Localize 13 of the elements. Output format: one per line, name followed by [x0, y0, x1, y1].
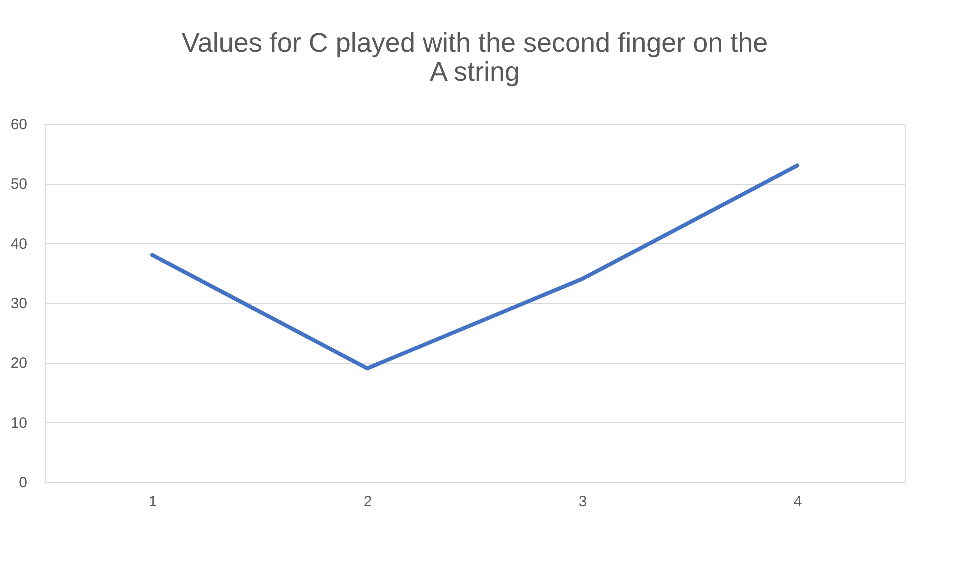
y-tick-label: 0: [19, 474, 28, 492]
x-tick-label: 3: [578, 494, 588, 510]
y-tick-label: 60: [10, 116, 28, 134]
y-tick-label: 30: [10, 296, 28, 312]
y-tick-label: 40: [10, 236, 28, 253]
x-tick-label: 2: [364, 494, 372, 510]
x-tick-label: 1: [148, 494, 158, 510]
x-tick-label: 4: [794, 494, 802, 510]
line-series: [150, 164, 800, 371]
y-tick-label: 20: [10, 355, 28, 372]
chart-title: Values for C played with the second finger on the A string: [182, 28, 768, 87]
y-tick-label: 50: [10, 176, 28, 194]
y-tick-label: 10: [10, 414, 28, 432]
